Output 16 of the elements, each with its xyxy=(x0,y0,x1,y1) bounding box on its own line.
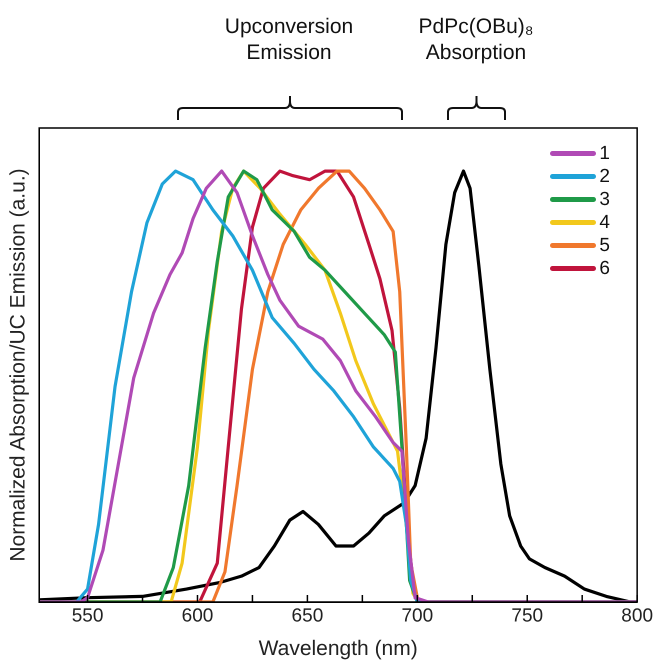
legend-label: 4 xyxy=(599,212,610,234)
x-tick-label: 800 xyxy=(621,606,653,627)
legend-label: 2 xyxy=(599,166,610,188)
text: PdPc(OBu)₈ Absorption xyxy=(418,14,534,66)
x-tick-label: 750 xyxy=(511,606,544,627)
x-tick-label: 650 xyxy=(292,606,324,627)
x-tick-label: 550 xyxy=(72,606,104,627)
y-axis-title: Normalized Absorption/UC Emission (a.u.) xyxy=(6,168,30,562)
legend-label: 3 xyxy=(599,188,610,210)
text: Upconversion Emission xyxy=(224,14,354,66)
x-axis-title: Wavelength (nm) xyxy=(258,637,418,660)
legend-label: 5 xyxy=(599,234,610,256)
x-tick-label: 600 xyxy=(182,606,214,627)
legend-label: 6 xyxy=(599,258,610,280)
x-tick-label: 700 xyxy=(401,606,434,627)
legend-label: 1 xyxy=(599,142,610,164)
